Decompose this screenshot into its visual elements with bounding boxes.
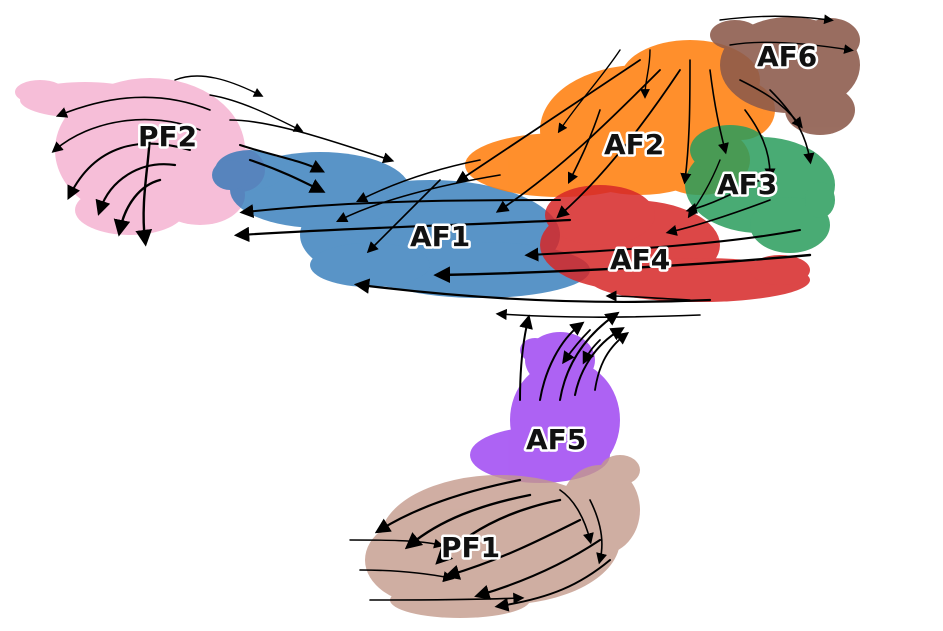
streamline — [719, 14, 834, 25]
cluster-PF1-cloud — [365, 455, 640, 618]
streamline — [594, 331, 630, 391]
cluster-AF4-cloud — [540, 185, 810, 302]
streamline — [55, 96, 211, 118]
streamline — [495, 308, 701, 321]
streamline — [557, 49, 621, 134]
streamline — [455, 59, 641, 183]
streamline — [495, 69, 661, 213]
label-PF2: PF2 — [138, 120, 197, 153]
label-AF2: AF2 — [604, 128, 664, 161]
streamline — [729, 41, 854, 54]
streamline — [769, 89, 815, 165]
cluster-labels: PF2 AF1 AF2 AF3 AF4 AF5 AF6 PF1 — [136, 38, 820, 567]
streamline — [349, 538, 444, 549]
streamline — [174, 75, 264, 97]
streamline — [582, 339, 601, 365]
label-AF6: AF6 — [757, 40, 817, 73]
label-AF5: AF5 — [526, 423, 586, 456]
streamline — [524, 229, 801, 262]
streamline — [687, 159, 721, 219]
streamline — [229, 119, 395, 164]
streamline — [559, 489, 594, 545]
streamline — [435, 498, 562, 565]
streamline — [539, 321, 585, 401]
label-AF3: AF3 — [717, 168, 777, 201]
streamline — [51, 118, 201, 153]
streamline — [404, 493, 532, 550]
streamline — [353, 278, 712, 303]
streamline — [67, 142, 191, 201]
streamline — [559, 311, 620, 401]
streamline — [567, 109, 601, 185]
streamline — [359, 569, 455, 583]
streamline — [239, 144, 326, 173]
label-AF1: AF1 — [410, 220, 470, 253]
streamline — [640, 49, 651, 99]
streamlines — [51, 14, 854, 612]
streamline — [519, 314, 533, 401]
streamline — [556, 69, 681, 219]
cluster-AF3-cloud — [685, 125, 835, 253]
streamline — [113, 178, 162, 237]
streamline — [680, 59, 692, 185]
streamline — [355, 159, 481, 203]
streamline — [335, 174, 501, 223]
streamline — [95, 163, 177, 216]
streamline — [474, 538, 602, 600]
streamline — [366, 179, 441, 254]
streamline — [444, 518, 582, 580]
streamline — [433, 253, 812, 284]
streamline — [239, 199, 561, 219]
streamline — [562, 329, 591, 365]
streamline — [744, 109, 776, 180]
streamline — [248, 158, 326, 193]
cluster-AF5-cloud — [470, 332, 620, 483]
streamline — [135, 128, 153, 247]
cell-clouds — [15, 17, 860, 618]
streamline — [369, 592, 525, 604]
label-AF4: AF4 — [610, 243, 670, 276]
streamline — [665, 199, 771, 236]
streamline — [709, 69, 729, 155]
streamline — [605, 290, 691, 302]
streamline — [233, 218, 572, 243]
streamline — [589, 499, 608, 565]
streamline — [374, 478, 522, 534]
label-PF1: PF1 — [441, 531, 500, 564]
streamline — [209, 94, 304, 132]
